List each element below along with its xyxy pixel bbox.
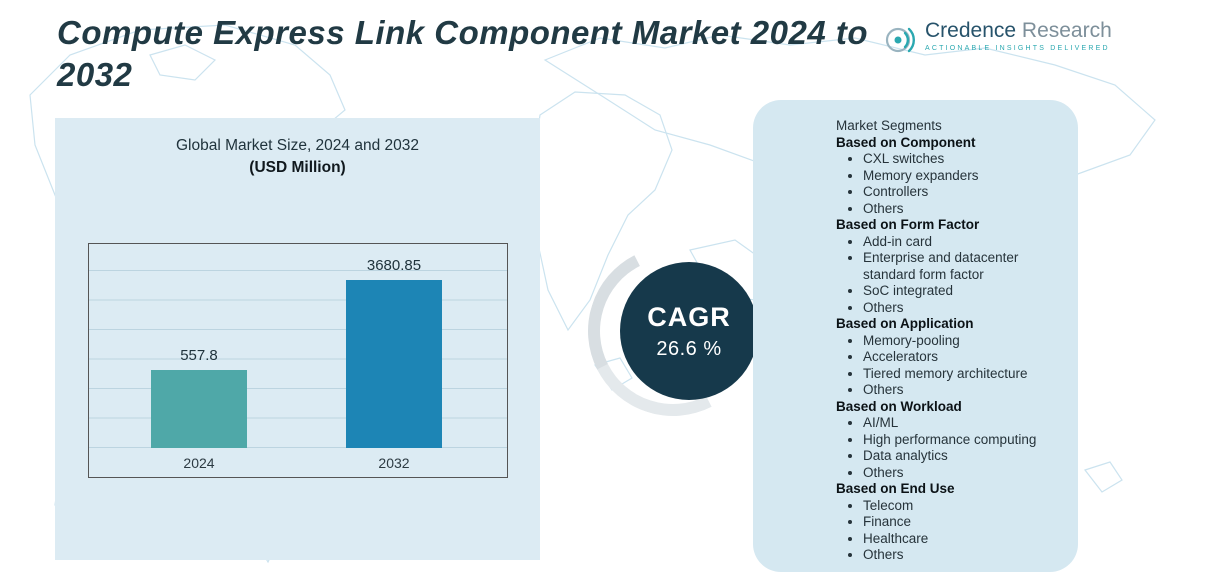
segment-item: Others <box>863 201 1066 218</box>
segment-heading: Based on Form Factor <box>836 217 980 232</box>
market-segments-panel: Market Segments Based on ComponentCXL sw… <box>753 100 1078 572</box>
bar-2032 <box>346 280 442 448</box>
x-axis-label-2024: 2024 <box>183 455 215 471</box>
segment-item: Accelerators <box>863 349 1066 366</box>
segment-item: High performance computing <box>863 432 1066 449</box>
segment-item: SoC integrated <box>863 283 1066 300</box>
segment-item-list: TelecomFinanceHealthcareOthers <box>836 498 1066 564</box>
brand-logo: Credence Research Actionable Insights De… <box>884 19 1112 56</box>
segment-item: Finance <box>863 514 1066 531</box>
brand-name: Credence Research <box>925 19 1112 42</box>
brand-tagline: Actionable Insights Delivered <box>925 45 1110 53</box>
brand-name-secondary: Research <box>1021 19 1112 42</box>
segment-item: Telecom <box>863 498 1066 515</box>
segment-heading: Based on Application <box>836 316 974 331</box>
segment-item-list: Memory-poolingAcceleratorsTiered memory … <box>836 333 1066 399</box>
bar-value-2032: 3680.85 <box>366 257 422 274</box>
market-segments-content: Market Segments Based on ComponentCXL sw… <box>753 100 1078 564</box>
bar-2024 <box>151 370 247 448</box>
segment-item-list: AI/MLHigh performance computingData anal… <box>836 415 1066 481</box>
cagr-label: CAGR <box>647 301 731 332</box>
chart-panel: Global Market Size, 2024 and 2032 (USD M… <box>55 118 540 560</box>
page-title: Compute Express Link Component Market 20… <box>57 14 869 94</box>
chart-subtitle: (USD Million) <box>249 159 346 176</box>
segment-item-list: Add-in cardEnterprise and datacenter sta… <box>836 234 1066 317</box>
segment-heading: Based on Workload <box>836 398 962 414</box>
segment-heading: Based on Component <box>836 134 976 150</box>
segment-item: Memory-pooling <box>863 333 1066 350</box>
segments-title: Market Segments <box>836 118 942 133</box>
segment-item: Others <box>863 300 1066 317</box>
cagr-badge: CAGR 26.6 % <box>620 262 758 400</box>
x-axis-label-2032: 2032 <box>378 455 410 471</box>
segment-heading: Based on End Use <box>836 481 955 496</box>
segment-item: CXL switches <box>863 151 1066 168</box>
segment-item: Healthcare <box>863 531 1066 548</box>
segment-item: AI/ML <box>863 415 1066 432</box>
segment-item: Memory expanders <box>863 168 1066 185</box>
chart-title: Global Market Size, 2024 and 2032 <box>176 137 419 154</box>
segment-item: Others <box>863 465 1066 482</box>
segment-item: Others <box>863 547 1066 564</box>
cagr-value: 26.6 % <box>656 337 722 360</box>
brand-name-primary: Credence <box>925 19 1017 42</box>
segment-item: Add-in card <box>863 234 1066 251</box>
bar-chart: 557.8 3680.85 2024 2032 <box>88 243 508 478</box>
brand-text: Credence Research Actionable Insights De… <box>925 19 1112 53</box>
credence-logo-icon <box>885 27 915 53</box>
bar-value-2024: 557.8 <box>180 347 218 364</box>
segments-sections: Based on ComponentCXL switchesMemory exp… <box>836 135 1066 564</box>
segment-item: Data analytics <box>863 448 1066 465</box>
segment-item: Enterprise and datacenter standard form … <box>863 250 1066 283</box>
segment-item: Controllers <box>863 184 1066 201</box>
segment-item: Others <box>863 382 1066 399</box>
segment-item-list: CXL switchesMemory expandersControllersO… <box>836 151 1066 217</box>
segment-item: Tiered memory architecture <box>863 366 1066 383</box>
